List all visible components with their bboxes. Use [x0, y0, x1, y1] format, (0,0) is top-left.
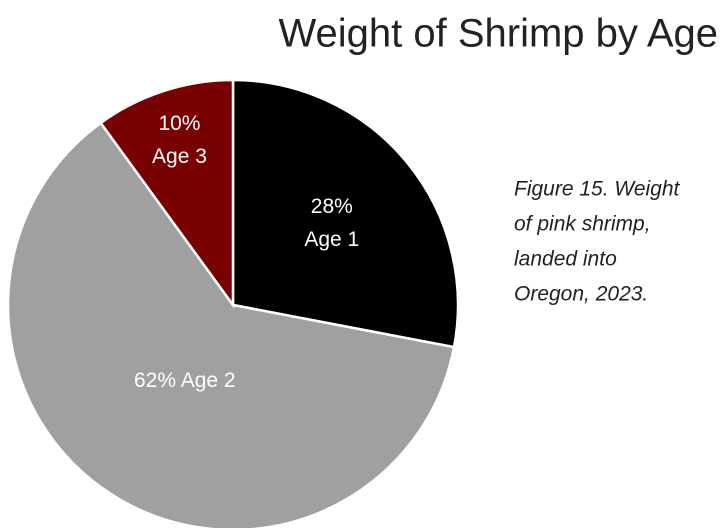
caption-line: Oregon, 2023. [514, 283, 648, 306]
value-label: 28% [311, 195, 353, 218]
caption-line: Figure 15. Weight [514, 178, 681, 201]
value-label: 62% [134, 369, 176, 392]
caption: Figure 15. Weight of pink shrimp, landed i… [514, 178, 681, 306]
pie-slice [6, 121, 456, 528]
pie-slice [231, 78, 460, 349]
category-label: Age 2 [181, 369, 236, 392]
category-label: Age 1 [304, 228, 359, 251]
pie: 28% Age 1 62% Age 2 10% Age 3 [6, 78, 460, 528]
caption-line: of pink shrimp, [514, 213, 651, 236]
slice-label: 62% Age 2 [134, 369, 236, 392]
chart-title: Weight of Shrimp by Age [279, 12, 719, 56]
value-label: 10% [158, 112, 200, 135]
pie-slice [99, 78, 235, 309]
category-label: Age 3 [152, 145, 207, 168]
caption-line: landed into [514, 248, 617, 271]
